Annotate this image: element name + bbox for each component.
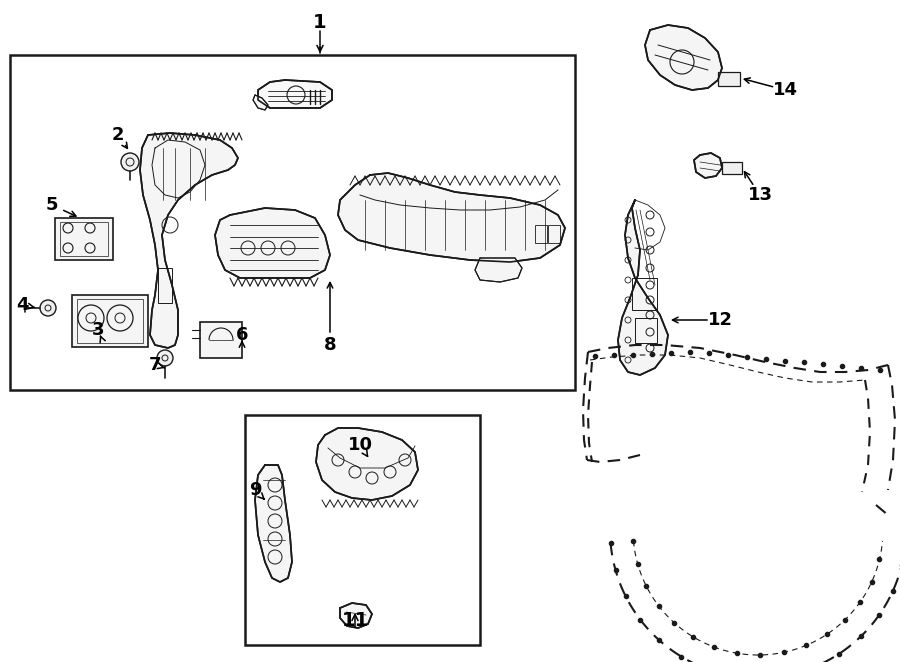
Polygon shape — [258, 80, 332, 108]
Bar — [158, 268, 172, 303]
Text: 12: 12 — [707, 311, 733, 329]
Bar — [548, 225, 560, 243]
Polygon shape — [694, 153, 722, 178]
Bar — [10, 55, 575, 390]
Text: 7: 7 — [148, 356, 161, 374]
Bar — [245, 415, 480, 645]
Bar — [722, 162, 742, 174]
Circle shape — [121, 153, 139, 171]
Polygon shape — [475, 258, 522, 282]
Polygon shape — [215, 208, 330, 278]
Polygon shape — [338, 173, 565, 262]
Bar — [55, 218, 113, 260]
Bar — [632, 278, 657, 310]
Polygon shape — [340, 603, 372, 628]
Text: 13: 13 — [748, 186, 772, 204]
Polygon shape — [253, 95, 268, 110]
Bar — [635, 318, 657, 343]
Polygon shape — [316, 428, 418, 500]
Text: 6: 6 — [236, 326, 248, 344]
Text: 9: 9 — [248, 481, 261, 499]
Text: 14: 14 — [772, 81, 797, 99]
Text: 4: 4 — [16, 296, 28, 314]
Circle shape — [157, 350, 173, 366]
Bar — [200, 322, 242, 358]
Bar — [77, 299, 143, 343]
Polygon shape — [140, 133, 238, 348]
Bar — [718, 72, 740, 86]
Text: 1: 1 — [313, 13, 327, 32]
Text: 5: 5 — [46, 196, 58, 214]
Text: 2: 2 — [112, 126, 124, 144]
Text: 3: 3 — [92, 321, 104, 339]
Text: 8: 8 — [324, 336, 337, 354]
Bar — [72, 295, 148, 347]
Bar — [535, 225, 547, 243]
Circle shape — [40, 300, 56, 316]
Bar — [60, 222, 108, 256]
Text: 10: 10 — [347, 436, 373, 454]
Polygon shape — [645, 25, 722, 90]
Polygon shape — [255, 465, 292, 582]
Text: 11: 11 — [341, 610, 369, 630]
Polygon shape — [618, 200, 668, 375]
